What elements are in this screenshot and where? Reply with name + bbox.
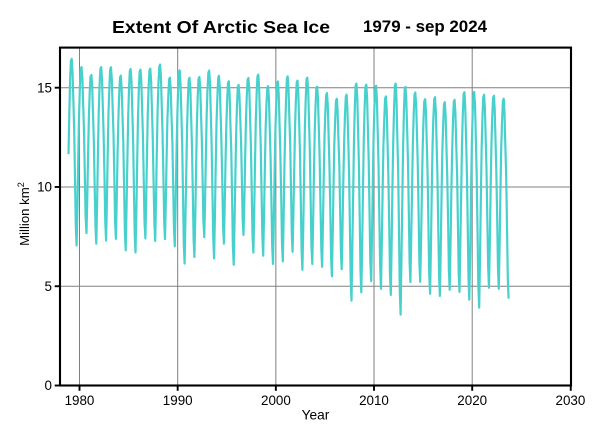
svg-text:2020: 2020 bbox=[457, 393, 487, 408]
svg-text:Extent Of Arctic Sea Ice: Extent Of Arctic Sea Ice bbox=[112, 17, 330, 37]
svg-text:Year: Year bbox=[302, 408, 330, 423]
svg-text:2030: 2030 bbox=[556, 393, 586, 408]
svg-text:1979 - sep 2024: 1979 - sep 2024 bbox=[363, 17, 488, 36]
svg-text:1980: 1980 bbox=[65, 393, 95, 408]
svg-text:0: 0 bbox=[45, 378, 52, 393]
svg-text:1990: 1990 bbox=[163, 393, 193, 408]
svg-text:Million km2: Million km2 bbox=[16, 182, 32, 246]
svg-text:10: 10 bbox=[37, 180, 52, 195]
svg-text:5: 5 bbox=[45, 279, 52, 294]
svg-text:2000: 2000 bbox=[261, 393, 291, 408]
svg-text:2010: 2010 bbox=[359, 393, 389, 408]
svg-text:15: 15 bbox=[37, 80, 52, 95]
